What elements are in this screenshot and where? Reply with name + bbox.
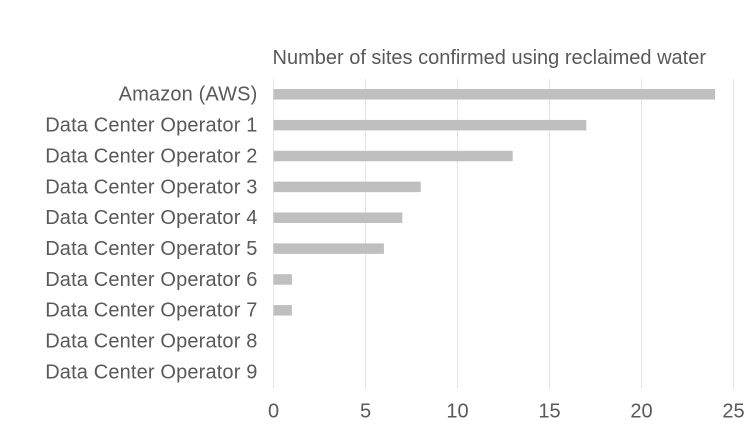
- svg-text:25: 25: [722, 401, 744, 423]
- svg-text:5: 5: [360, 401, 371, 423]
- svg-text:Amazon (AWS): Amazon (AWS): [119, 84, 258, 106]
- svg-text:Data Center Operator 3: Data Center Operator 3: [45, 176, 257, 198]
- svg-text:Number of sites confirmed usin: Number of sites confirmed using reclaime…: [273, 47, 707, 69]
- svg-text:Data Center Operator 2: Data Center Operator 2: [45, 145, 257, 167]
- svg-text:Data Center Operator 1: Data Center Operator 1: [45, 115, 257, 137]
- svg-text:Data Center Operator 5: Data Center Operator 5: [45, 238, 257, 260]
- svg-text:Data Center Operator 8: Data Center Operator 8: [45, 331, 257, 353]
- svg-text:Data Center Operator 4: Data Center Operator 4: [45, 207, 257, 229]
- svg-text:10: 10: [446, 401, 468, 423]
- svg-text:0: 0: [268, 401, 279, 423]
- svg-text:Data Center Operator 9: Data Center Operator 9: [45, 361, 257, 383]
- svg-text:Data Center Operator 7: Data Center Operator 7: [45, 300, 257, 322]
- svg-text:15: 15: [538, 401, 560, 423]
- svg-text:Data Center Operator 6: Data Center Operator 6: [45, 269, 257, 291]
- svg-text:20: 20: [630, 401, 652, 423]
